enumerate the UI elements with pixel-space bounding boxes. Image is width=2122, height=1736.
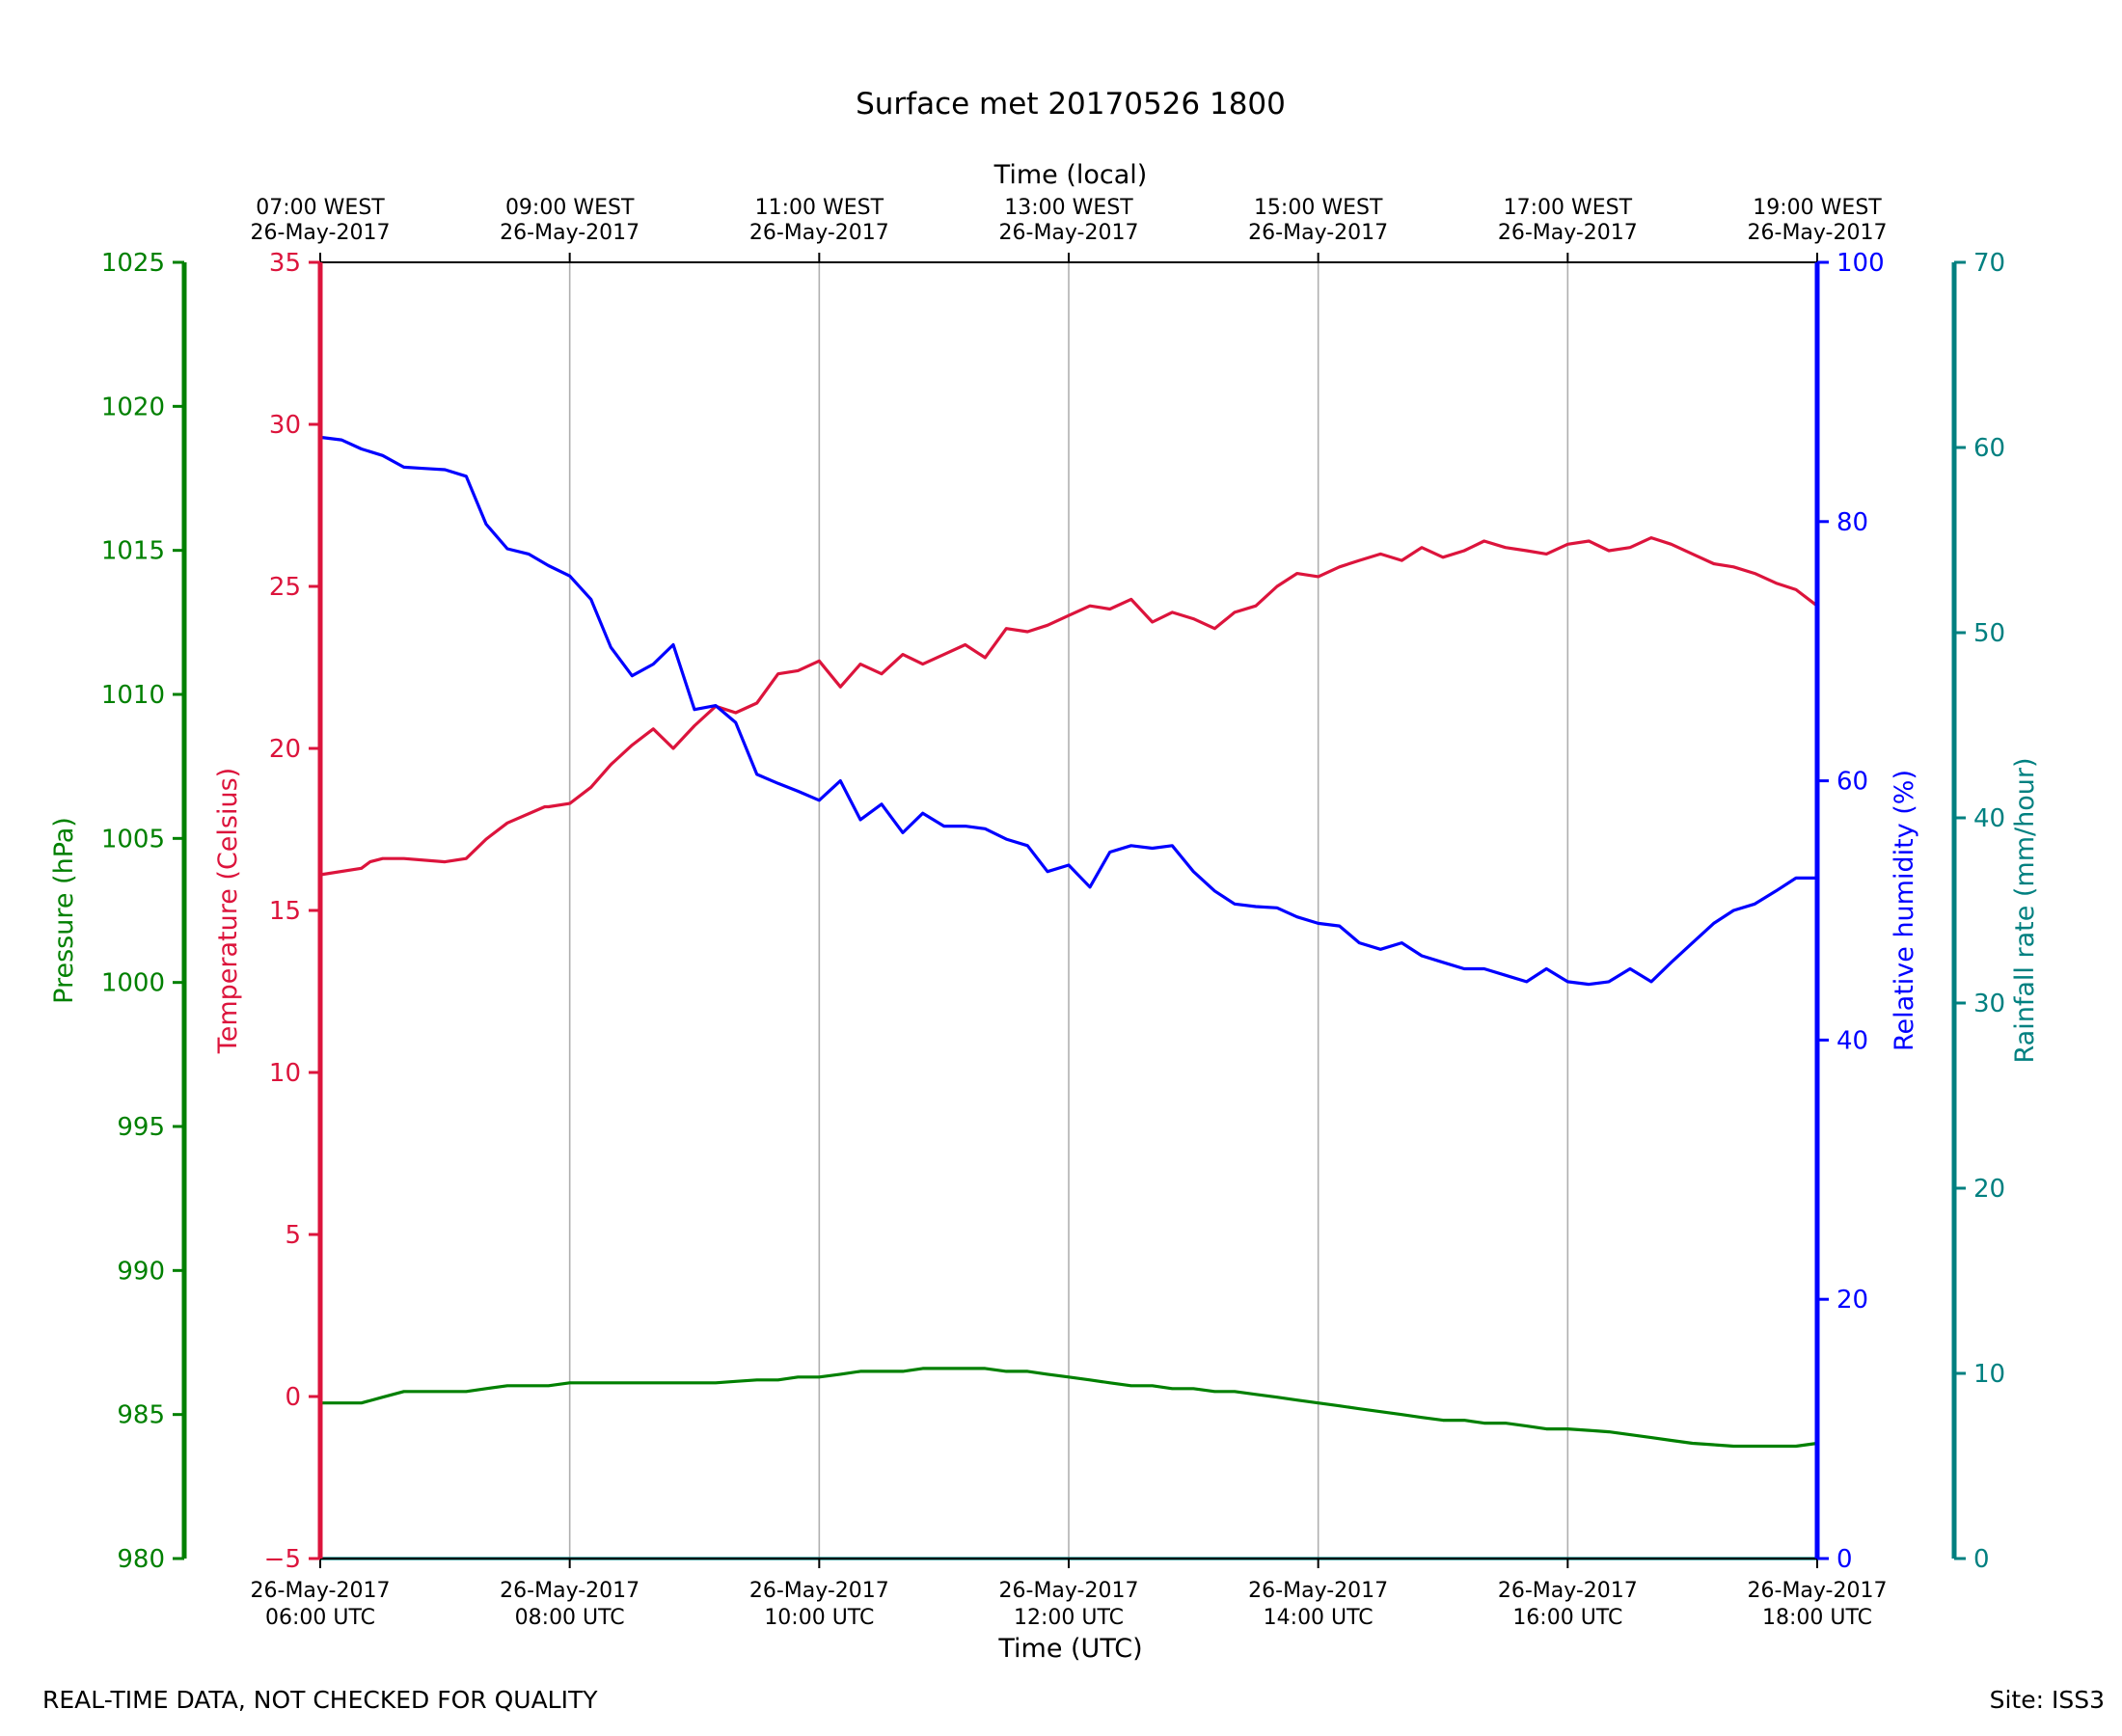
pressure-tick-label: 1005 (101, 825, 165, 854)
x-tick-label-local-date: 26-May-2017 (500, 221, 639, 245)
humidity-tick-label: 40 (1836, 1026, 1868, 1055)
x-tick-label-local-time: 13:00 WEST (1004, 196, 1133, 220)
pressure-series-line (318, 1367, 1819, 1449)
x-tick-label-local-time: 07:00 WEST (256, 196, 385, 220)
x-tick-label-utc-time: 06:00 UTC (265, 1606, 375, 1630)
relative-humidity-series-line (318, 435, 1819, 987)
x-tick-label-local-time: 17:00 WEST (1504, 196, 1633, 220)
pressure-axis-label: Pressure (hPa) (49, 817, 79, 1004)
top-axis-label: Time (local) (993, 160, 1148, 190)
x-tick-label-utc-date: 26-May-2017 (999, 1579, 1139, 1603)
x-tick-label-local-date: 26-May-2017 (749, 221, 889, 245)
pressure-tick-label: 985 (117, 1401, 165, 1430)
humidity-tick-label: 60 (1836, 768, 1868, 797)
x-tick-label-local-time: 19:00 WEST (1753, 196, 1882, 220)
temperature-tick-label: 0 (285, 1383, 301, 1412)
x-tick-label-utc-date: 26-May-2017 (749, 1579, 889, 1603)
x-tick-label-local-date: 26-May-2017 (1248, 221, 1388, 245)
chart-title: Surface met 20170526 1800 (856, 87, 1286, 122)
temperature-tick-label: 25 (269, 573, 301, 602)
temperature-tick-label: 35 (269, 249, 301, 278)
temperature-axis-label: Temperature (Celsius) (213, 768, 243, 1054)
x-tick-label-utc-time: 10:00 UTC (764, 1606, 874, 1630)
x-tick-label-utc-time: 16:00 UTC (1512, 1606, 1622, 1630)
x-tick-label-local-time: 15:00 WEST (1254, 196, 1383, 220)
x-tick-label-utc-date: 26-May-2017 (1248, 1579, 1388, 1603)
rainfall-tick-label: 10 (1973, 1360, 2005, 1389)
x-tick-label-utc-date: 26-May-2017 (500, 1579, 639, 1603)
humidity-tick-label: 80 (1836, 508, 1868, 537)
temperature-tick-label: 30 (269, 411, 301, 440)
pressure-tick-label: 1015 (101, 537, 165, 566)
pressure-tick-label: 1000 (101, 969, 165, 998)
x-tick-label-local-date: 26-May-2017 (999, 221, 1139, 245)
x-tick-label-local-time: 09:00 WEST (505, 196, 635, 220)
temperature-tick-label: 15 (269, 897, 301, 926)
x-tick-label-utc-date: 26-May-2017 (1498, 1579, 1638, 1603)
bottom-axis-label: Time (UTC) (997, 1634, 1142, 1664)
x-tick-label-utc-date: 26-May-2017 (251, 1579, 391, 1603)
x-tick-label-utc-time: 08:00 UTC (515, 1606, 625, 1630)
temperature-tick-label: 5 (285, 1221, 301, 1250)
humidity-tick-label: 20 (1836, 1286, 1868, 1315)
x-tick-label-local-date: 26-May-2017 (1498, 221, 1638, 245)
pressure-tick-label: 1020 (101, 393, 165, 421)
temperature-tick-label: 10 (269, 1059, 301, 1088)
rainfall-tick-label: 0 (1973, 1545, 1990, 1574)
rainfall-tick-label: 30 (1973, 990, 2005, 1018)
x-tick-label-local-date: 26-May-2017 (251, 221, 391, 245)
x-tick-label-utc-time: 14:00 UTC (1264, 1606, 1374, 1630)
pressure-tick-label: 1010 (101, 681, 165, 710)
humidity-tick-label: 0 (1836, 1545, 1853, 1574)
temperature-tick-label: 20 (269, 735, 301, 764)
pressure-tick-label: 980 (117, 1545, 165, 1574)
temperature-tick-label: −5 (264, 1545, 301, 1574)
x-tick-label-utc-time: 18:00 UTC (1762, 1606, 1872, 1630)
pressure-tick-label: 1025 (101, 249, 165, 278)
site-label: Site: ISS3 (1989, 1686, 2105, 1714)
pressure-tick-label: 990 (117, 1257, 165, 1286)
rainfall-tick-label: 60 (1973, 434, 2005, 463)
grid-lines (319, 262, 1818, 1559)
x-tick-label-local-time: 11:00 WEST (755, 196, 884, 220)
humidity-axis-label: Relative humidity (%) (1890, 770, 1919, 1051)
rainfall-tick-label: 50 (1973, 619, 2005, 648)
rainfall-axis-label: Rainfall rate (mm/hour) (2010, 758, 2040, 1064)
rainfall-tick-label: 70 (1973, 249, 2005, 278)
pressure-tick-label: 995 (117, 1113, 165, 1142)
humidity-tick-label: 100 (1836, 249, 1885, 278)
x-tick-label-utc-time: 12:00 UTC (1014, 1606, 1124, 1630)
quality-notice: REAL-TIME DATA, NOT CHECKED FOR QUALITY (42, 1686, 598, 1714)
rainfall-tick-label: 40 (1973, 804, 2005, 833)
x-tick-label-local-date: 26-May-2017 (1748, 221, 1888, 245)
rainfall-tick-label: 20 (1973, 1175, 2005, 1204)
temperature-series-line (318, 535, 1819, 877)
x-tick-label-utc-date: 26-May-2017 (1748, 1579, 1888, 1603)
